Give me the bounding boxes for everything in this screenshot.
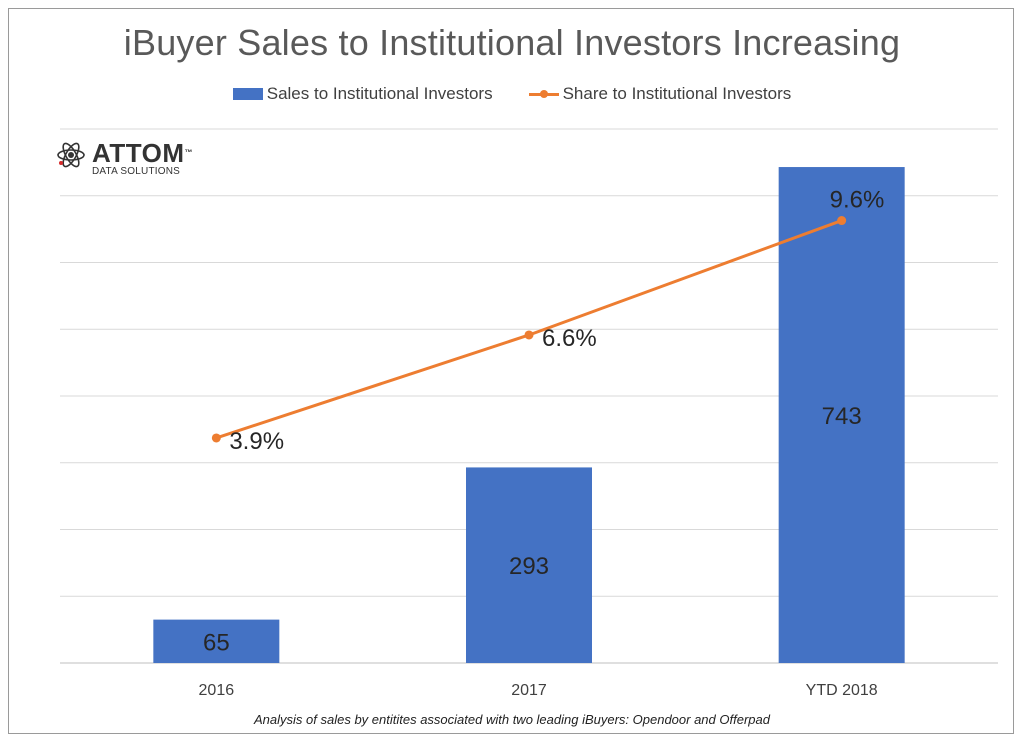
share-value-label: 9.6% [830, 187, 885, 214]
share-value-label: 3.9% [229, 428, 284, 455]
legend-swatch-line [528, 88, 559, 100]
logo-subtitle: DATA SOLUTIONS [92, 166, 181, 177]
chart-legend: Sales to Institutional Investors Share t… [0, 84, 1024, 104]
bar-value-label: 743 [822, 403, 862, 430]
legend-label-sales: Sales to Institutional Investors [266, 84, 493, 103]
bar-value-label: 293 [509, 553, 549, 580]
legend-item-sales: Sales to Institutional Investors [232, 84, 493, 104]
chart-title: iBuyer Sales to Institutional Investors … [123, 22, 901, 63]
bar-2016 [153, 619, 280, 663]
x-tick-label: 2016 [199, 682, 235, 699]
logo-name: ATTOM [92, 138, 185, 168]
logo-trademark: ™ [184, 148, 194, 157]
bar-ytd-2018 [778, 167, 905, 664]
share-point [524, 330, 534, 340]
atom-icon [56, 140, 86, 175]
bar-2017 [466, 467, 592, 663]
bar-value-label: 65 [203, 629, 230, 656]
legend-item-share: Share to Institutional Investors [528, 84, 792, 104]
share-point [837, 216, 847, 226]
share-value-label: 6.6% [542, 325, 597, 352]
x-tick-label: 2017 [511, 682, 547, 699]
share-point [211, 433, 221, 443]
chart-footnote: Analysis of sales by entitites associate… [254, 712, 770, 727]
logo-wordmark: ATTOM™ DATA SOLUTIONS [92, 140, 193, 178]
legend-label-share: Share to Institutional Investors [562, 84, 792, 103]
attom-logo: ATTOM™ DATA SOLUTIONS [56, 140, 193, 178]
x-tick-label: YTD 2018 [806, 682, 878, 699]
legend-swatch-bar [232, 88, 263, 100]
